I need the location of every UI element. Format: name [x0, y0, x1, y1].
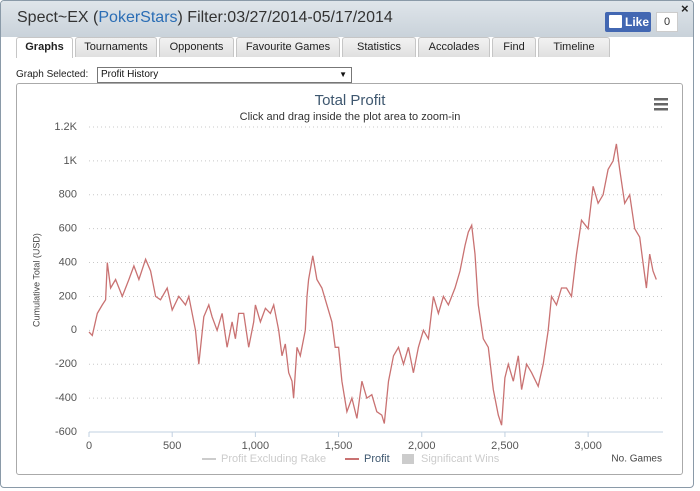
graph-select[interactable]: Profit History: [97, 67, 352, 83]
x-tick-label: 3,000: [574, 440, 602, 452]
like-count: 0: [656, 12, 678, 32]
x-tick-label: 2,000: [408, 440, 436, 452]
x-tick-label: 500: [163, 440, 181, 452]
site-link[interactable]: PokerStars: [98, 9, 178, 26]
profit-line: [88, 143, 657, 426]
y-tick-label: 1.2K: [54, 121, 77, 133]
y-tick-label: 600: [59, 223, 77, 235]
tab[interactable]: Statistics: [342, 37, 416, 57]
legend-label[interactable]: Profit: [364, 453, 390, 465]
x-tick-label: 0: [86, 440, 92, 452]
y-tick-label: 0: [71, 324, 77, 336]
legend-label[interactable]: Profit Excluding Rake: [221, 453, 326, 465]
chart-subtitle: Click and drag inside the plot area to z…: [240, 111, 461, 123]
graph-select-label: Graph Selected:: [16, 69, 89, 80]
tab[interactable]: Timeline: [538, 37, 610, 57]
legend-label[interactable]: Significant Wins: [421, 453, 500, 465]
y-tick-label: 400: [59, 256, 77, 268]
menu-bar: [654, 103, 668, 106]
window-title: Spect~EX (PokerStars) Filter:03/27/2014-…: [17, 9, 393, 27]
y-tick-label: 800: [59, 189, 77, 201]
tab[interactable]: Opponents: [159, 37, 234, 57]
y-tick-label: 200: [59, 290, 77, 302]
tab[interactable]: Accolades: [418, 37, 490, 57]
tab[interactable]: Graphs: [16, 37, 73, 58]
legend-symbol: [402, 454, 414, 464]
y-axis-label: Cumulative Total (USD): [31, 233, 41, 327]
chart-title: Total Profit: [315, 92, 387, 109]
y-tick-label: 1K: [64, 155, 78, 167]
x-tick-label: 1,500: [325, 440, 353, 452]
tab[interactable]: Find: [492, 37, 536, 57]
filter-text: ) Filter:03/27/2014-05/17/2014: [177, 9, 393, 26]
title-bar: Spect~EX (PokerStars) Filter:03/27/2014-…: [1, 1, 693, 37]
x-tick-label: 1,000: [242, 440, 270, 452]
menu-bar: [654, 98, 668, 101]
y-tick-label: -600: [55, 426, 77, 438]
tab[interactable]: Tournaments: [75, 37, 157, 57]
like-button[interactable]: Like: [605, 12, 651, 32]
tab[interactable]: Favourite Games: [236, 37, 340, 57]
x-tick-label: 2,500: [491, 440, 519, 452]
y-tick-label: -400: [55, 392, 77, 404]
menu-bar: [654, 108, 668, 111]
y-tick-label: -200: [55, 358, 77, 370]
x-axis-label: No. Games: [611, 454, 662, 465]
chart-panel: Total Profit Click and drag inside the p…: [16, 83, 683, 475]
chart-menu[interactable]: [654, 98, 668, 111]
close-button[interactable]: ×: [681, 1, 689, 16]
chart: Total Profit Click and drag inside the p…: [31, 92, 668, 465]
player-name: Spect~EX (: [17, 9, 99, 26]
